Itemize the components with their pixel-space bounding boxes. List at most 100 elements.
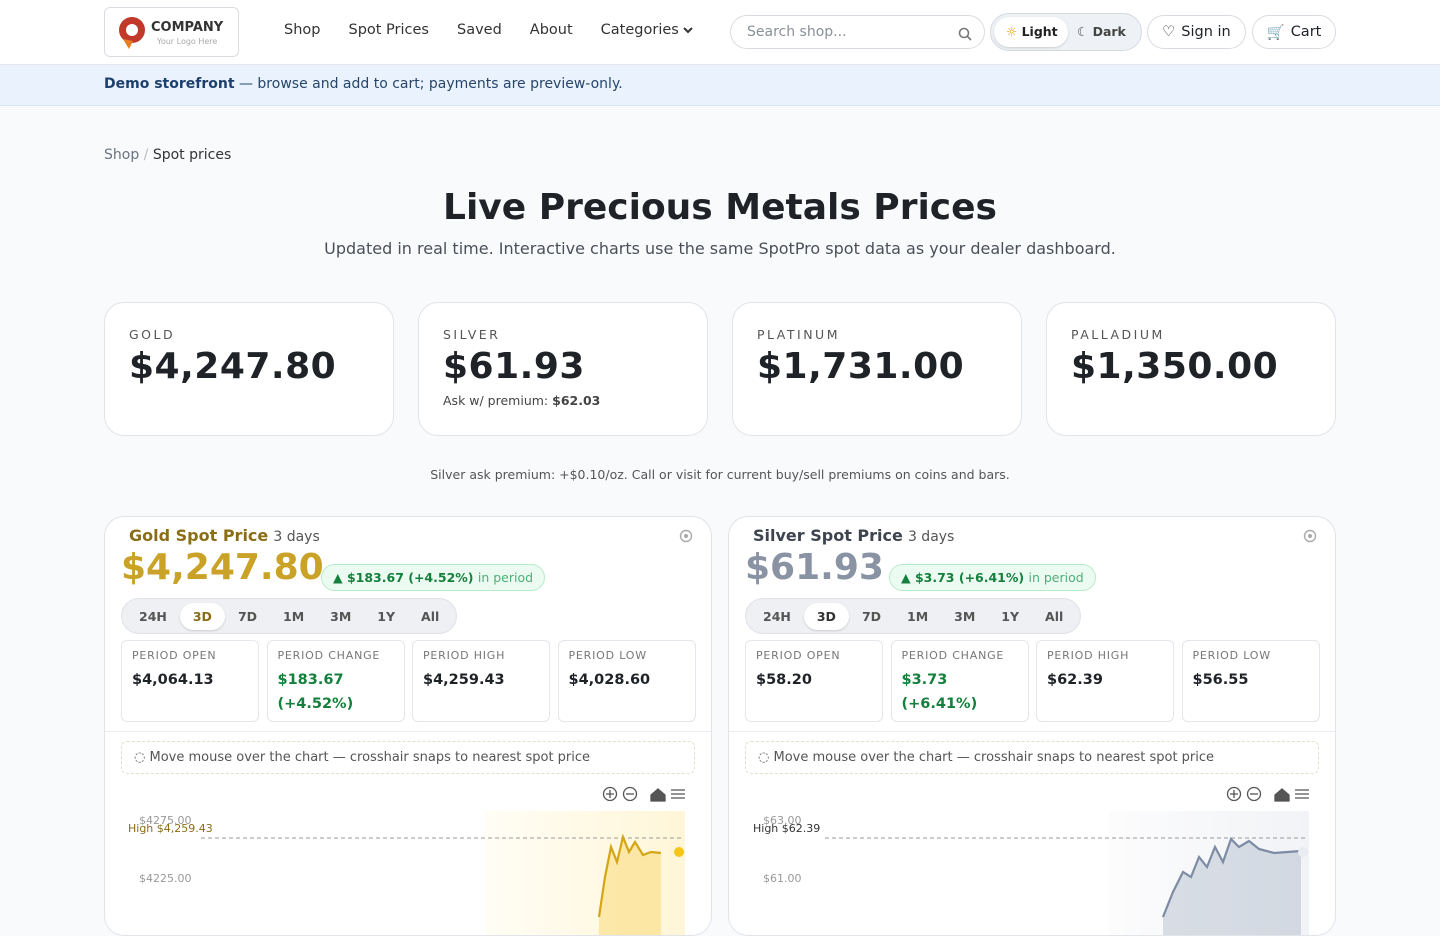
panel-heading: Silver Spot Price 3 days bbox=[753, 526, 954, 545]
range-button[interactable]: 3D bbox=[803, 602, 849, 630]
stat-value: $3.73 (+6.41%) bbox=[901, 672, 978, 712]
range-button[interactable]: 7D bbox=[237, 608, 258, 624]
stat-label: PERIOD LOW bbox=[1192, 649, 1271, 662]
price-card: SILVER $61.93 Ask w/ premium: $62.03 bbox=[418, 302, 708, 436]
range-button[interactable]: 3M bbox=[330, 608, 352, 624]
panel-price: $61.93 bbox=[745, 547, 884, 588]
stat-label: PERIOD CHANGE bbox=[901, 649, 1005, 662]
logo-tagline: Your Logo Here bbox=[157, 37, 218, 46]
stat-value: $56.55 bbox=[1192, 672, 1249, 688]
range-button[interactable]: 3D bbox=[179, 602, 225, 630]
change-pill: ▲ $183.67 (+4.52%) in period bbox=[321, 564, 546, 591]
stat-label: PERIOD CHANGE bbox=[277, 649, 381, 662]
chart-toolbar[interactable] bbox=[1226, 786, 1310, 802]
range-button[interactable]: 1M bbox=[907, 608, 929, 624]
nav-link[interactable]: Categories bbox=[601, 22, 694, 38]
price-card: PLATINUM $1,731.00 bbox=[732, 302, 1022, 436]
stat-label: PERIOD LOW bbox=[568, 649, 647, 662]
stat-label: PERIOD HIGH bbox=[1047, 649, 1130, 662]
range-button[interactable]: All bbox=[1045, 608, 1064, 624]
range-button[interactable]: 24H bbox=[763, 608, 791, 624]
banner: Demo storefront — browse and add to cart… bbox=[0, 65, 1440, 106]
card-price: $1,350.00 bbox=[1071, 346, 1279, 387]
breadcrumb-link[interactable]: Shop bbox=[104, 147, 140, 163]
hint-text: Move mouse over the chart — crosshair sn… bbox=[773, 750, 1215, 765]
divider bbox=[105, 731, 711, 732]
last-point bbox=[674, 847, 684, 857]
header: COMPANY Your Logo Here Shop Spot Prices Sa… bbox=[0, 0, 1440, 65]
logo[interactable]: COMPANY Your Logo Here bbox=[104, 7, 239, 57]
nav-link[interactable]: Shop bbox=[284, 22, 321, 38]
range-button[interactable]: 1Y bbox=[1001, 608, 1020, 624]
hero-title: Live Precious Metals Prices bbox=[443, 187, 997, 228]
y-tick-label: $63.00 bbox=[763, 814, 802, 827]
range-selector: 24H 3D 7D 1M 3M 1Y All bbox=[121, 598, 458, 634]
nav-link[interactable]: Saved bbox=[457, 22, 502, 38]
note-label: Ask w/ premium: bbox=[443, 393, 549, 408]
range-button[interactable]: 7D bbox=[861, 608, 882, 624]
stat-value: $58.20 bbox=[756, 672, 812, 688]
cart-button[interactable]: 🛒 Cart bbox=[1252, 15, 1336, 49]
stat-box: PERIOD OPEN $4,064.13 bbox=[121, 640, 259, 722]
nav: Shop Spot Prices Saved About Categories bbox=[284, 22, 694, 38]
card-label: GOLD bbox=[129, 327, 176, 342]
card-label: PALLADIUM bbox=[1071, 327, 1165, 342]
price-card: PALLADIUM $1,350.00 bbox=[1046, 302, 1336, 436]
last-point bbox=[1298, 847, 1308, 857]
banner-strong: Demo storefront bbox=[104, 76, 235, 92]
light-button[interactable]: ☼ Light bbox=[994, 17, 1068, 47]
theme-toggle: ☼ Light ☾ Dark bbox=[990, 13, 1142, 51]
cart-label: Cart bbox=[1290, 24, 1322, 40]
y-tick-label: $4225.00 bbox=[139, 872, 192, 885]
panel-period: 3 days bbox=[907, 529, 955, 545]
range-button[interactable]: 24H bbox=[139, 608, 167, 624]
logo-name: COMPANY bbox=[151, 20, 224, 35]
range-button[interactable]: 3M bbox=[954, 608, 976, 624]
chart bbox=[825, 786, 1310, 935]
stat-box: PERIOD LOW $56.55 bbox=[1181, 640, 1320, 722]
dark-button[interactable]: ☾ Dark bbox=[1077, 24, 1126, 39]
stat-value: $4,259.43 bbox=[423, 672, 505, 688]
sign-in-label: Sign in bbox=[1181, 24, 1231, 40]
breadcrumb: Shop / Spot prices bbox=[104, 147, 232, 163]
card-price: $61.93 bbox=[443, 346, 585, 387]
refresh-icon[interactable] bbox=[1303, 529, 1317, 543]
change-suffix: in period bbox=[477, 570, 534, 585]
panel-period: 3 days bbox=[273, 529, 320, 545]
search-icon bbox=[958, 27, 972, 41]
card-label: SILVER bbox=[443, 327, 501, 342]
search-input[interactable]: Search shop... bbox=[730, 15, 985, 49]
chart-line bbox=[1161, 836, 1302, 918]
note-value: $62.03 bbox=[552, 393, 601, 408]
change-suffix: in period bbox=[1028, 570, 1084, 585]
range-button[interactable]: 1Y bbox=[377, 608, 396, 624]
nav-link[interactable]: Spot Prices bbox=[348, 22, 429, 38]
change-pill: ▲ $3.73 (+6.41%) in period bbox=[889, 564, 1096, 591]
chart-toolbar[interactable] bbox=[602, 786, 686, 802]
chart-line bbox=[597, 833, 662, 918]
sign-in-button[interactable]: ♡ Sign in bbox=[1147, 15, 1246, 49]
chart-panel: Silver Spot Price 3 days $61.93 ▲ $3.73 (+… bbox=[728, 516, 1336, 936]
panel-title: Gold Spot Price bbox=[129, 526, 269, 545]
y-tick-label: $61.00 bbox=[763, 872, 802, 885]
refresh-icon[interactable] bbox=[679, 529, 693, 543]
dark-label: Dark bbox=[1092, 24, 1126, 39]
chart bbox=[201, 786, 686, 935]
range-button[interactable]: All bbox=[421, 608, 440, 624]
change-value: ▲ $183.67 (+4.52%) bbox=[333, 570, 474, 585]
stat-value: $183.67 (+4.52%) bbox=[277, 672, 354, 712]
range-button[interactable]: 1M bbox=[283, 608, 305, 624]
stat-value: $4,028.60 bbox=[568, 672, 651, 688]
chart-panel: Gold Spot Price 3 days $4,247.80 ▲ $183.67… bbox=[104, 516, 712, 936]
hero-subtitle: Updated in real time. Interactive charts… bbox=[324, 239, 1116, 258]
stat-box: PERIOD LOW $4,028.60 bbox=[557, 640, 696, 722]
price-card: GOLD $4,247.80 bbox=[104, 302, 394, 436]
card-label: PLATINUM bbox=[757, 327, 840, 342]
stat-box: PERIOD HIGH $4,259.43 bbox=[412, 640, 550, 722]
y-tick-label: $4275.00 bbox=[139, 814, 192, 827]
high-label: High $62.39 bbox=[753, 822, 821, 835]
logo-icon bbox=[119, 17, 145, 49]
nav-link[interactable]: About bbox=[529, 22, 573, 38]
card-price: $1,731.00 bbox=[757, 346, 965, 387]
stat-box: PERIOD HIGH $62.39 bbox=[1036, 640, 1174, 722]
